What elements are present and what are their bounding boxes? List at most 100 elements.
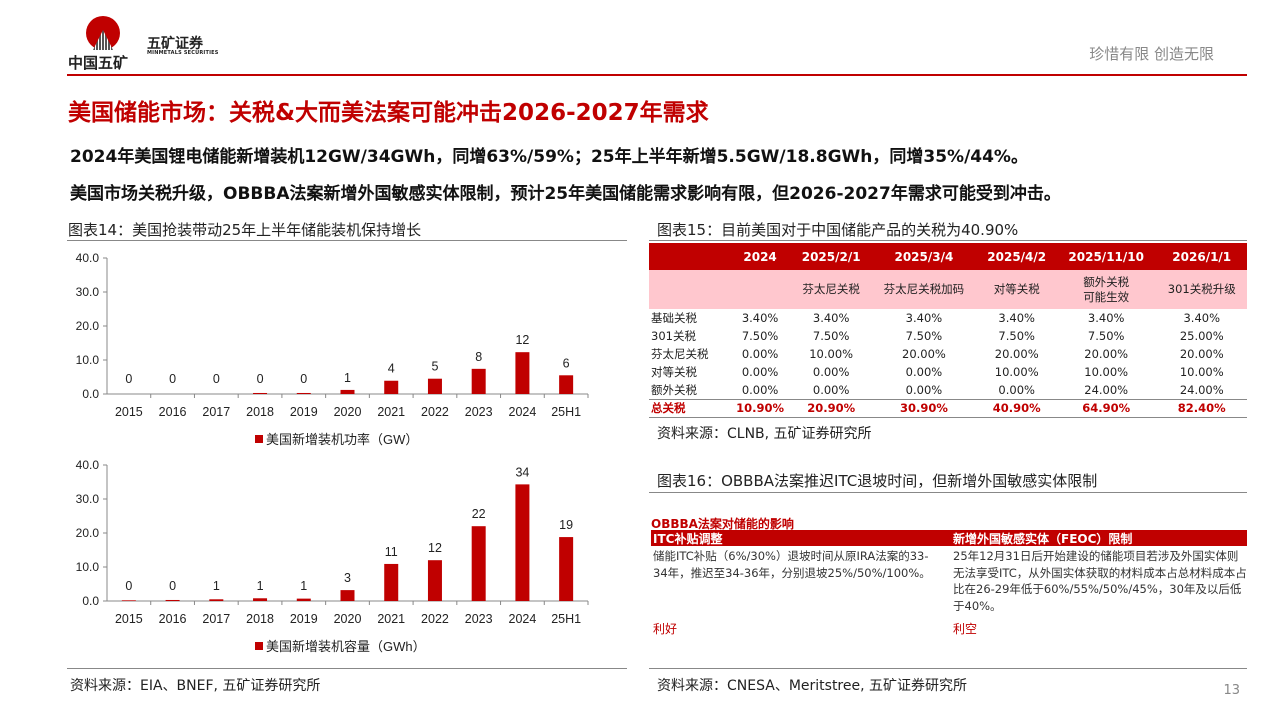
table-cell: 40.90% (977, 398, 1056, 418)
data-label: 8 (475, 350, 482, 364)
x-tick-label: 2021 (377, 405, 405, 419)
y-tick-label: 20.0 (76, 526, 100, 540)
column-header: 2025/3/4 (870, 243, 978, 270)
table-cell: 24.00% (1084, 382, 1129, 397)
legend-label: 美国新增装机功率（GW） (266, 432, 418, 447)
tariff-table: 2024 2025/2/1 2025/3/4 2025/4/2 2025/11/10 20… (649, 243, 1247, 418)
data-label: 6 (563, 356, 570, 370)
x-tick-label: 2020 (334, 405, 362, 419)
column-header: 2025/2/1 (791, 243, 871, 270)
column-header: 2026/1/1 (1156, 243, 1247, 270)
bar-2021 (384, 380, 399, 394)
data-label: 1 (344, 371, 351, 385)
column-label (728, 270, 792, 309)
table-cell: 额外关税 (651, 382, 697, 397)
fig15-caption: 图表15：目前美国对于中国储能产品的关税为40.90% (657, 221, 1019, 239)
bar-2024 (515, 352, 530, 394)
y-tick-label: 0.0 (82, 594, 99, 608)
table-cell: 3.40% (1183, 311, 1221, 325)
subtitle-2: 美国市场关税升级，OBBBA法案新增外国敏感实体限制，预计25年美国储能需求影响… (70, 184, 1061, 204)
y-tick-label: 30.0 (76, 492, 100, 506)
tariff-header-row: 2024 2025/2/1 2025/3/4 2025/4/2 2025/11/10 20… (649, 243, 1247, 270)
col2-body: 25年12月31日后开始建设的储能项目若涉及外国实体则无法享受ITC，从外国实体… (953, 549, 1247, 613)
table-cell: 3.40% (812, 311, 850, 325)
divider (67, 668, 627, 669)
column-header: 2024 (728, 243, 792, 270)
table-cell: 20.00% (994, 347, 1039, 361)
bar-2023 (471, 368, 486, 394)
y-tick-label: 20.0 (76, 319, 100, 333)
x-tick-label: 2024 (509, 612, 537, 626)
x-tick-label: 2024 (509, 405, 537, 419)
obbba-table-title: OBBBA法案对储能的影响 (651, 517, 794, 531)
col1-head: ITC补贴调整 (653, 532, 723, 546)
column-header: 2025/11/10 (1055, 243, 1157, 270)
table-cell: 0.00% (998, 382, 1035, 397)
table-cell: 7.50% (741, 329, 779, 343)
bar-2018 (253, 598, 268, 601)
company-logo-seal (86, 16, 120, 50)
table-row: 基础关税 3.40% 3.40% 3.40% 3.40% 3.40% 3.40% (649, 309, 1247, 327)
table-row: 额外关税 0.00% 0.00% 0.00% 0.00% 24.00% 24.00% (649, 381, 1247, 399)
x-tick-label: 2019 (290, 612, 318, 626)
data-label: 11 (385, 545, 398, 559)
table-cell: 3.40% (998, 311, 1035, 325)
table-cell: 10.00% (809, 347, 854, 361)
chart-capacity-gwh: 0.0 10.0 20.0 30.0 40.0 0 2015 0 2016 1 2017 1 2018 1… (76, 458, 589, 654)
x-tick-label: 2018 (246, 405, 274, 419)
fig14-caption: 图表14：美国抢装带动25年上半年储能装机保持增长 (68, 221, 422, 239)
table-cell: 24.00% (1179, 382, 1224, 397)
bar-2016 (165, 599, 180, 601)
data-label: 5 (431, 360, 438, 374)
table-cell: 10.90% (728, 398, 792, 418)
col2-tag: 利空 (953, 622, 978, 636)
data-label: 3 (344, 571, 351, 585)
column-label: 对等关税 (977, 270, 1056, 309)
table-cell: 64.90% (1055, 398, 1157, 418)
chart-power-gw: 0.0 10.0 20.0 30.0 40.0 0 2015 0 2016 0 2017 0 2018 0… (76, 251, 589, 447)
data-label: 34 (515, 465, 529, 479)
data-label: 1 (300, 579, 307, 593)
table-cell: 25.00% (1179, 329, 1224, 343)
y-tick-label: 10.0 (76, 353, 100, 367)
column-label (649, 270, 729, 309)
table-cell: 20.00% (1084, 347, 1129, 361)
column-label: 301关税升级 (1156, 270, 1247, 309)
total-row: 总关税 10.90% 20.90% 30.90% 40.90% 64.90% 82.40% (649, 398, 1247, 418)
data-label: 0 (300, 372, 307, 386)
bar-25H1 (559, 375, 574, 394)
table-cell: 20.00% (1179, 347, 1224, 361)
data-label: 0 (125, 579, 132, 593)
fig16-caption: 图表16：OBBBA法案推迟ITC退坡时间，但新增外国敏感实体限制 (657, 472, 1098, 490)
y-tick-label: 40.0 (76, 458, 100, 472)
y-tick-label: 0.0 (82, 387, 99, 401)
table-cell: 7.50% (812, 329, 850, 343)
divider (649, 240, 1247, 241)
tariff-label-row: 芬太尼关税 芬太尼关税加码 对等关税 额外关税 可能生效 301关税升级 (649, 270, 1247, 309)
table-cell: 20.00% (902, 347, 946, 361)
logo-text: 中国五矿 (68, 54, 129, 72)
page-title: 美国储能市场：关税&大而美法案可能冲击2026-2027年需求 (68, 100, 709, 126)
table-row: 301关税 7.50% 7.50% 7.50% 7.50% 7.50% 25.00% (649, 327, 1247, 345)
table-cell: 3.40% (1087, 311, 1125, 325)
x-tick-label: 2019 (290, 405, 318, 419)
column-label: 额外关税 可能生效 (1055, 270, 1157, 309)
table-cell: 7.50% (905, 329, 943, 343)
bar-2015 (121, 600, 136, 601)
data-label: 0 (125, 372, 132, 386)
divider (649, 668, 1247, 669)
data-label: 12 (515, 333, 529, 347)
bar-2022 (427, 560, 442, 601)
x-tick-label: 25H1 (551, 612, 581, 626)
data-label: 0 (257, 372, 264, 386)
table-cell: 芬太尼关税 (651, 347, 709, 361)
data-label: 22 (472, 507, 486, 521)
x-tick-label: 2018 (246, 612, 274, 626)
col2-head: 新增外国敏感实体（FEOC）限制 (953, 532, 1133, 546)
x-tick-label: 2022 (421, 612, 449, 626)
data-label: 0 (213, 372, 220, 386)
table-cell: 0.00% (905, 382, 943, 397)
table-cell: 7.50% (998, 329, 1035, 343)
bar-2019 (296, 392, 311, 394)
table-row: 对等关税 0.00% 0.00% 0.00% 10.00% 10.00% 10.00% (649, 363, 1247, 381)
